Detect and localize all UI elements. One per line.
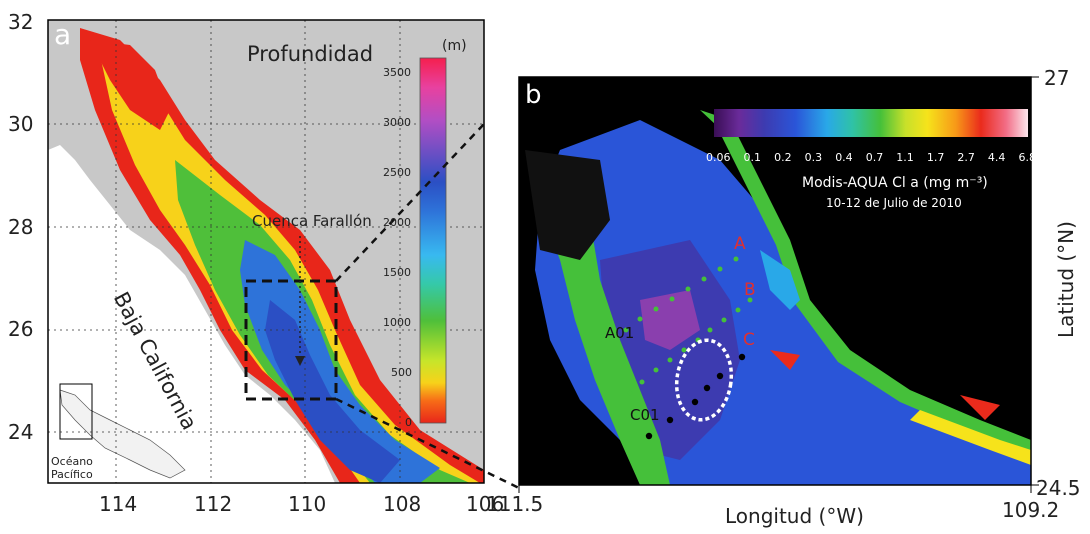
- line-label-a: A: [734, 234, 746, 254]
- basin-label: Cuenca Farallón: [252, 212, 372, 230]
- panel-a-title: Profundidad: [247, 42, 374, 66]
- depth-tick: 500: [391, 366, 412, 379]
- chl-colorbar-title: Modis-AQUA Cl a (mg m⁻³): [802, 175, 988, 191]
- x-axis-label: Longitud (°W): [725, 504, 864, 528]
- lat-tick: 26: [8, 317, 34, 341]
- chl-tick: 0.2: [774, 151, 792, 164]
- inset-highlight-box: [59, 383, 93, 440]
- connector-top: [335, 123, 485, 282]
- inset-mexico: [59, 389, 186, 479]
- lat-tick: 32: [8, 10, 34, 34]
- line-label-b: B: [744, 280, 756, 300]
- panel-a-map: [48, 20, 484, 483]
- panel-b-letter: b: [525, 80, 542, 110]
- lon-left-b: 111.5: [486, 492, 544, 516]
- lat-bottom-b: 24.5: [1036, 476, 1081, 500]
- lon-tick: 106: [466, 492, 505, 516]
- chl-tick: 6.8: [1018, 151, 1036, 164]
- lon-tick: 110: [288, 492, 327, 516]
- chl-colorbar-ticks: 0.06 0.1 0.2 0.3 0.4 0.7 1.1 1.7 2.7 4.4…: [706, 151, 1036, 164]
- chl-tick: 0.3: [804, 151, 823, 164]
- lat-top-b: 27: [1044, 66, 1070, 90]
- depth-tick: 2000: [383, 216, 411, 229]
- chl-tick: 0.06: [706, 151, 731, 164]
- chl-tick: 1.1: [896, 151, 914, 164]
- panel-a-letter: a: [54, 18, 72, 51]
- chl-tick: 0.7: [865, 151, 884, 164]
- chl-colorbar: [714, 109, 1028, 137]
- chl-tick: 4.4: [987, 151, 1006, 164]
- y-axis-label: Latitud (°N): [1054, 221, 1078, 338]
- panel-a-frame: [47, 19, 485, 484]
- station-label-c01: C01: [630, 406, 660, 424]
- station-label-a01: A01: [605, 324, 635, 342]
- black-stations: [645, 353, 746, 440]
- gulf-deep-blue: [240, 240, 440, 483]
- panel-a-grid: [48, 20, 484, 483]
- chl-tick: 1.7: [926, 151, 945, 164]
- depth-tick: 0: [405, 416, 412, 429]
- chl-tick: 2.7: [957, 151, 975, 164]
- gulf-deepest: [265, 300, 400, 483]
- gulf-slope-green: [175, 160, 470, 483]
- lat-tick: 28: [8, 215, 34, 239]
- depth-tick: 1000: [383, 316, 411, 329]
- depth-tick: 1500: [383, 266, 411, 279]
- lon-right-b: 109.2: [1002, 498, 1060, 522]
- line-label-c: C: [743, 330, 755, 350]
- connector-bottom: [335, 397, 520, 490]
- highlight-ellipse: [674, 338, 734, 422]
- chl-colorbar-subtitle: 10-12 de Julio de 2010: [826, 196, 962, 210]
- lon-tick: 108: [383, 492, 422, 516]
- depth-tick: 2500: [383, 166, 411, 179]
- lon-tick: 112: [194, 492, 233, 516]
- lat-tick: 24: [8, 420, 34, 444]
- lat-tick: 30: [8, 112, 34, 136]
- ocean-label: Océano Pacífico: [51, 455, 93, 481]
- chl-tick: 0.4: [835, 151, 853, 164]
- depth-colorbar-unit: (m): [442, 38, 467, 54]
- lon-tick: 114: [99, 492, 138, 516]
- sampling-stations: [623, 256, 753, 396]
- depth-tick: 3000: [383, 116, 411, 129]
- panel-b-frame: [518, 76, 1032, 486]
- chl-tick: 0.1: [743, 151, 762, 164]
- study-area-box: [244, 279, 338, 401]
- panel-b-map: [519, 77, 1031, 485]
- depth-tick: 3500: [383, 66, 411, 79]
- depth-colorbar: [419, 57, 447, 424]
